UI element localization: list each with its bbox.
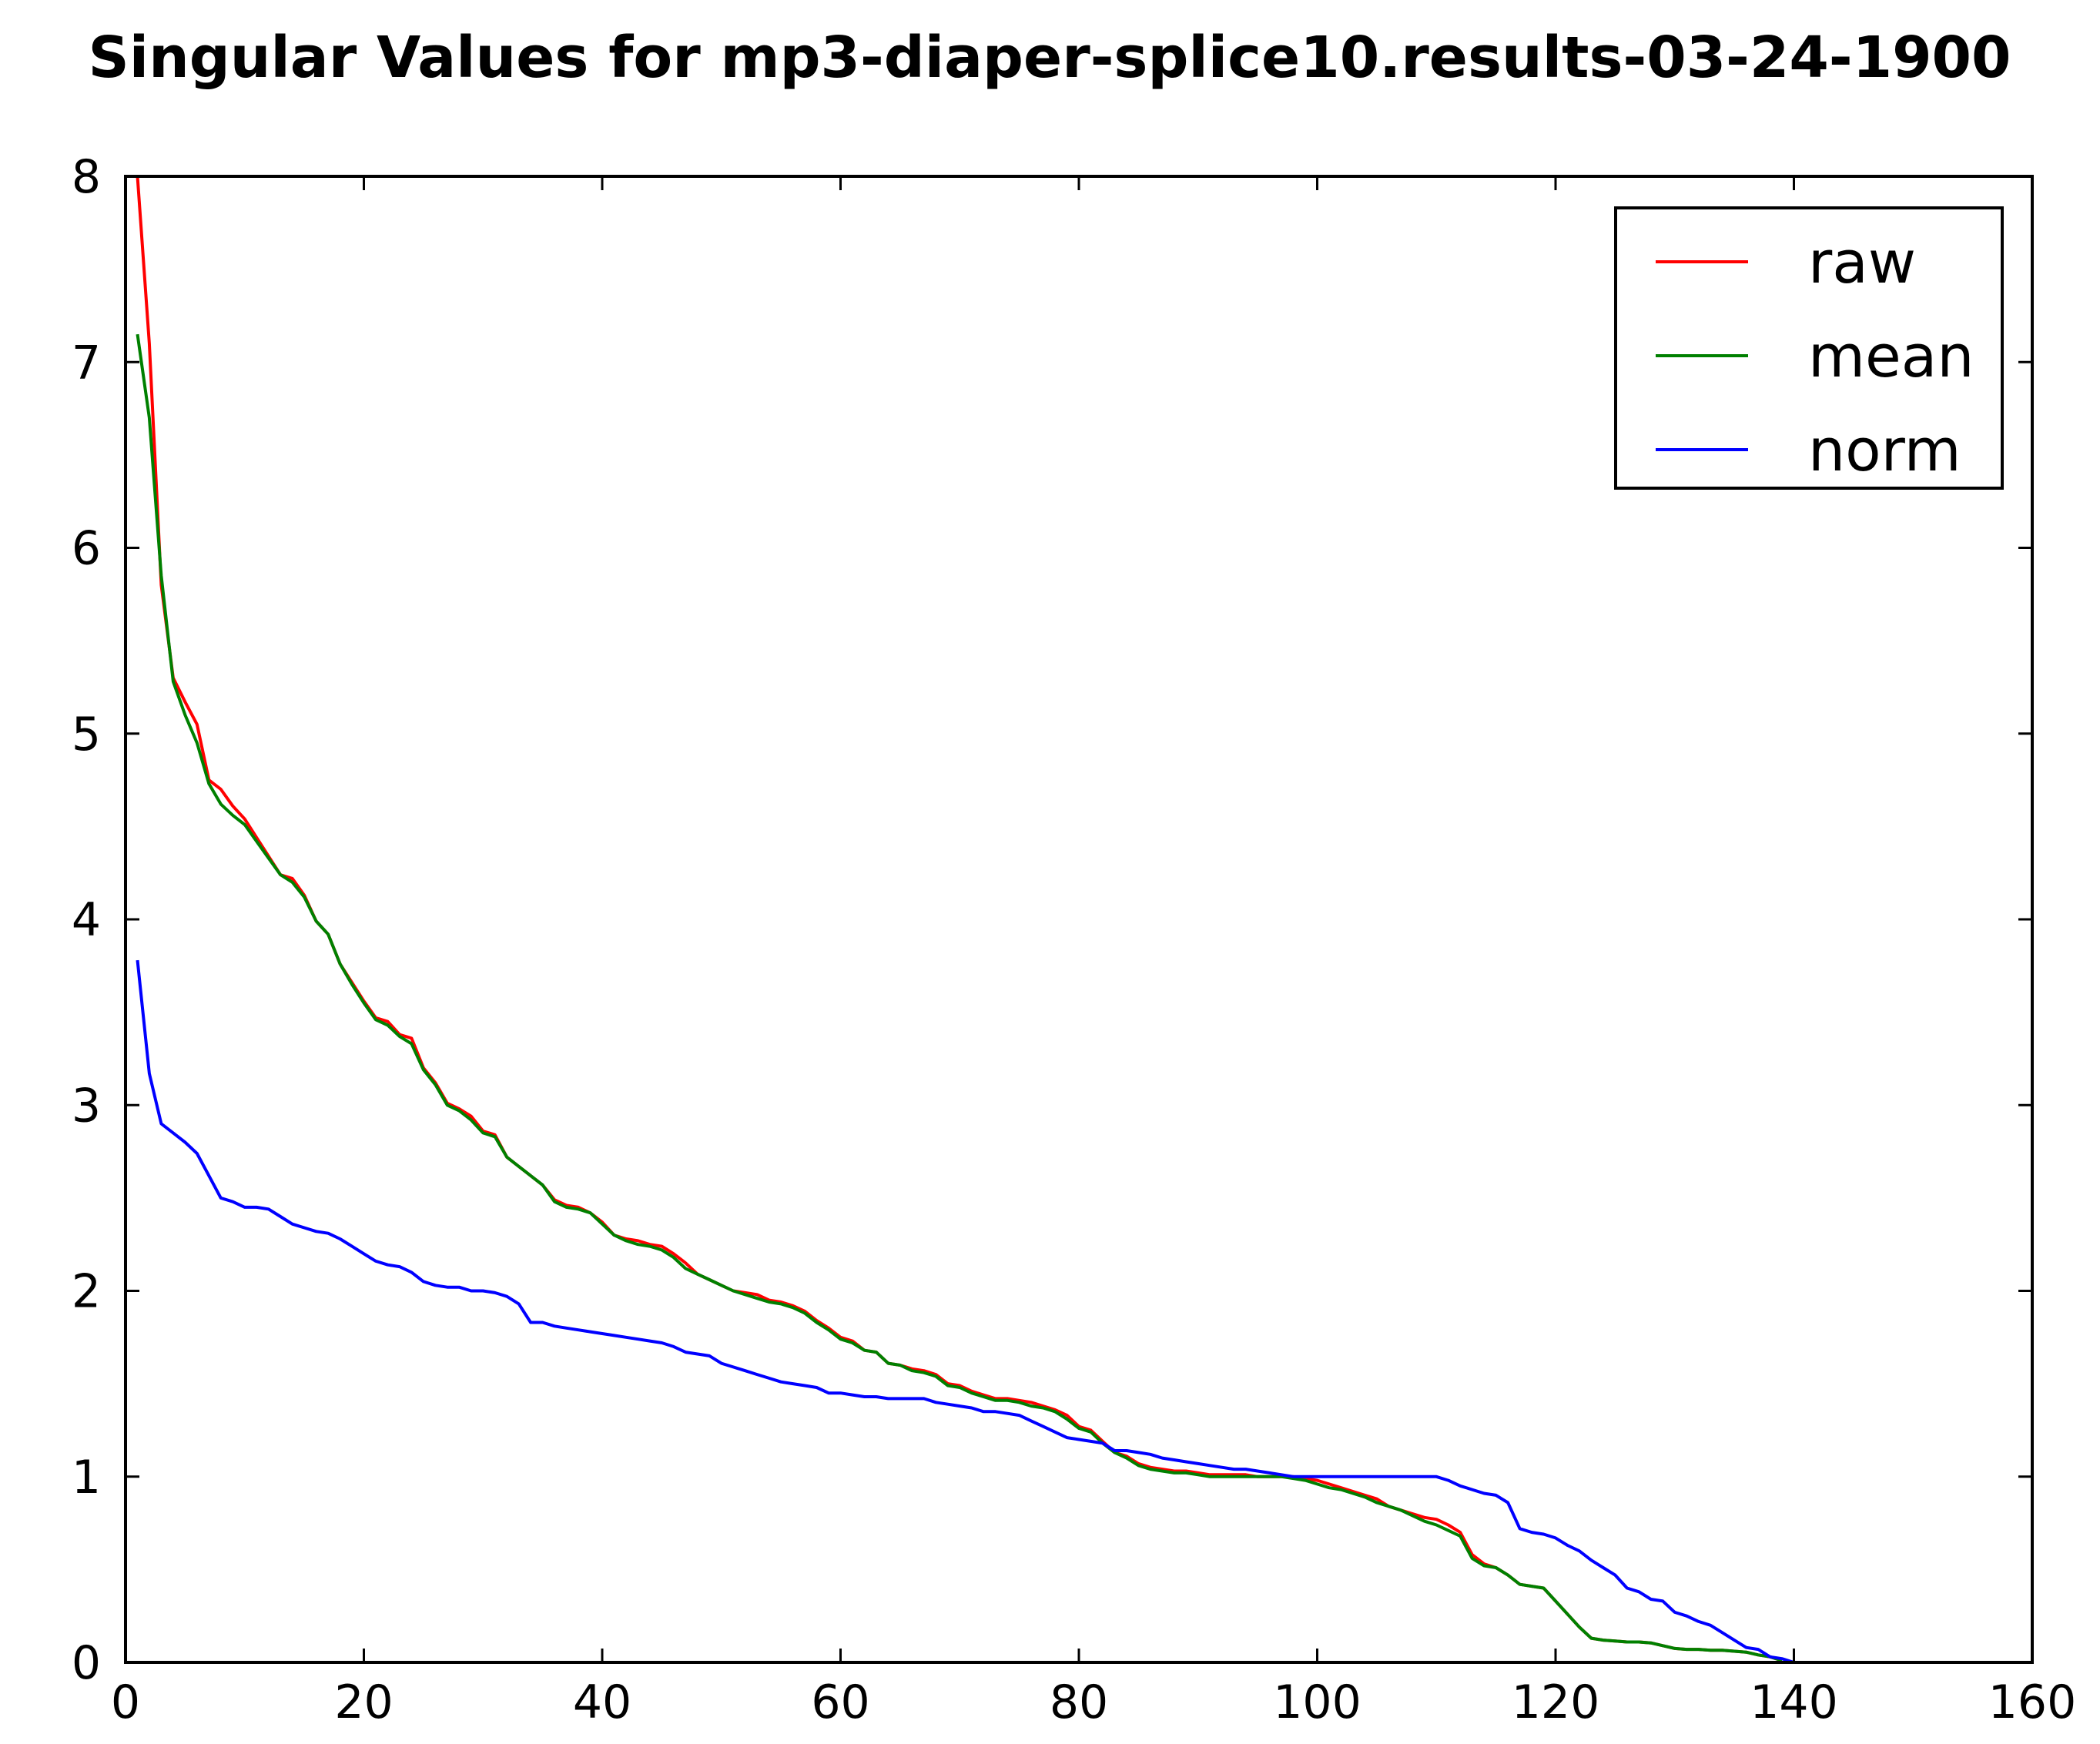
series-line-raw (136, 176, 1783, 1662)
series-line-norm (136, 959, 1795, 1664)
y-tick-label: 4 (72, 893, 101, 947)
legend-label-raw: raw (1808, 228, 1916, 296)
chart-title: Singular Values for mp3-diaper-splice10.… (88, 25, 2011, 91)
legend-label-mean: mean (1808, 322, 1974, 390)
x-tick-label: 20 (334, 1675, 393, 1729)
y-tick-label: 2 (72, 1265, 101, 1319)
x-tick-label: 160 (1988, 1675, 2077, 1729)
legend-label-norm: norm (1808, 416, 1961, 484)
legend-box (1614, 206, 2004, 490)
x-tick-label: 140 (1750, 1675, 1838, 1729)
x-tick-label: 40 (573, 1675, 631, 1729)
y-tick-label: 7 (72, 336, 101, 390)
series-layer (136, 176, 1795, 1664)
x-tick-label: 100 (1273, 1675, 1361, 1729)
x-tick-label: 0 (111, 1675, 140, 1729)
y-tick-label: 8 (72, 150, 101, 204)
plot-frame (124, 175, 2034, 1664)
y-tick-label: 5 (72, 708, 101, 762)
y-tick-label: 6 (72, 522, 101, 576)
y-tick-label: 3 (72, 1079, 101, 1133)
y-tick-label: 0 (72, 1636, 101, 1690)
x-tick-label: 60 (811, 1675, 869, 1729)
x-tick-label: 120 (1512, 1675, 1600, 1729)
x-tick-label: 80 (1050, 1675, 1108, 1729)
series-line-mean (136, 333, 1783, 1662)
y-tick-label: 1 (72, 1451, 101, 1505)
legend: raw mean norm (1614, 206, 2004, 490)
ticks-layer: 0 20 40 60 80 100 120 140 160 0 1 2 3 4 5 6 7 8 (72, 150, 2076, 1729)
